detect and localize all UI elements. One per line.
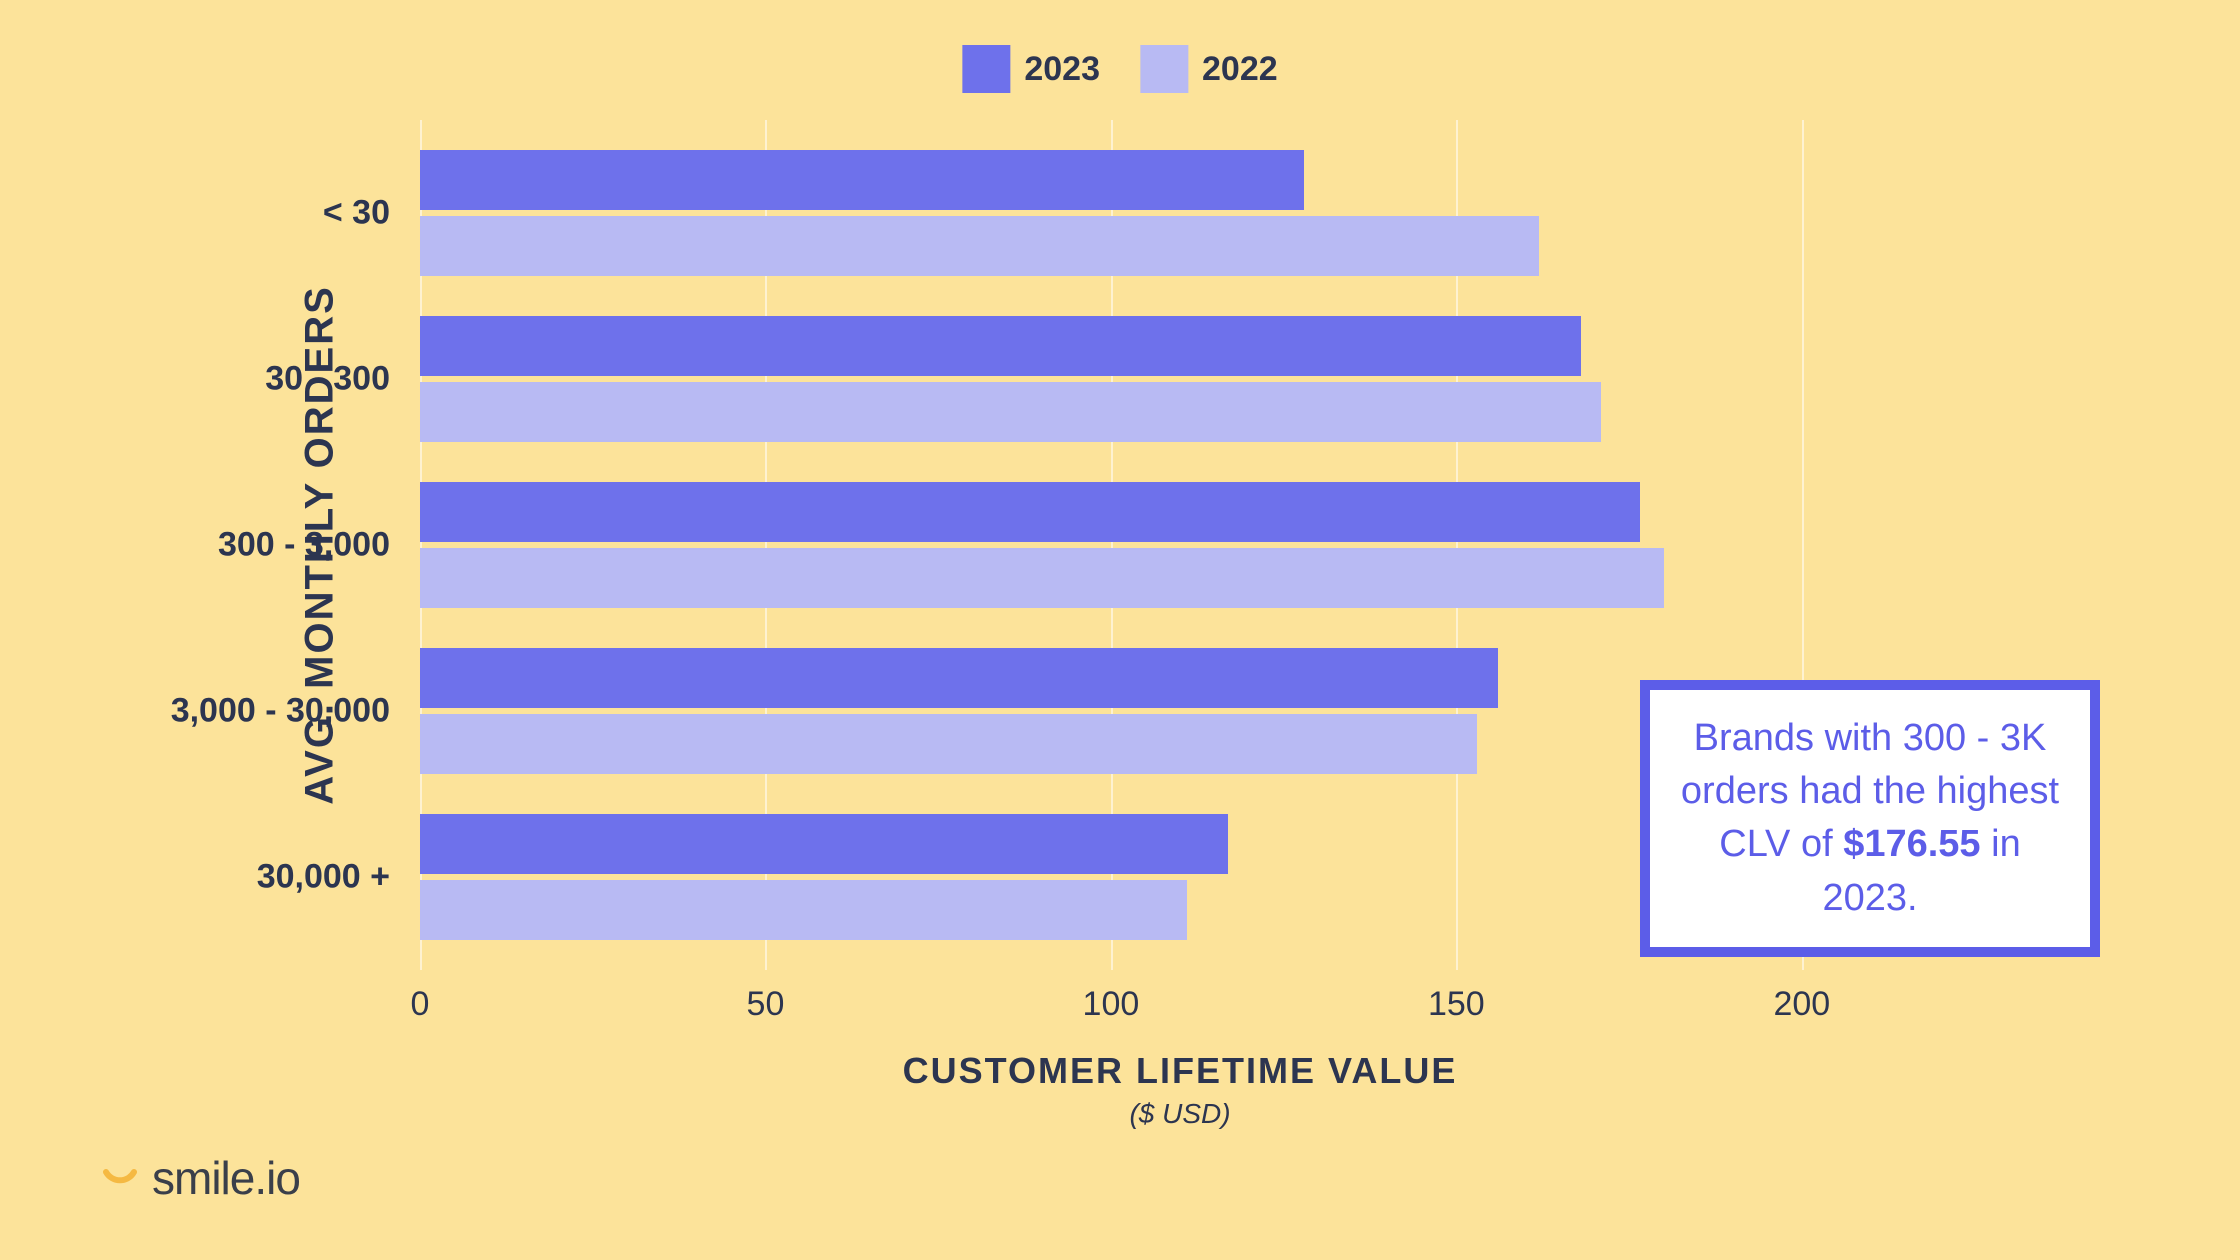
bar: [420, 648, 1498, 708]
x-axis-label-group: Customer Lifetime Value ($ USD): [420, 1050, 1940, 1130]
y-axis-categories: < 30 30 - 300 300 - 3,000 3,000 - 30,000 30,…: [0, 120, 410, 970]
smile-icon: [100, 1158, 140, 1198]
legend: 2023 2022: [962, 45, 1277, 93]
legend-swatch: [962, 45, 1010, 93]
x-axis-ticks: 050100150200: [420, 985, 1940, 1035]
callout-box: Brands with 300 - 3K orders had the high…: [1640, 680, 2100, 957]
x-tick-label: 0: [411, 985, 430, 1024]
legend-label: 2022: [1202, 50, 1278, 89]
y-category-label: 30 - 300: [265, 360, 390, 399]
legend-item: 2022: [1140, 45, 1278, 93]
bar: [420, 150, 1304, 210]
bar: [420, 714, 1477, 774]
callout-highlight: $176.55: [1843, 823, 1980, 865]
x-tick-label: 150: [1428, 985, 1485, 1024]
brand-logo: smile.io: [100, 1151, 300, 1205]
bar: [420, 382, 1601, 442]
legend-item: 2023: [962, 45, 1100, 93]
x-axis-label: Customer Lifetime Value: [420, 1050, 1940, 1092]
y-category-label: 300 - 3,000: [218, 526, 390, 565]
bar: [420, 814, 1228, 874]
legend-swatch: [1140, 45, 1188, 93]
y-category-label: 30,000 +: [257, 858, 390, 897]
logo-text: smile.io: [152, 1151, 300, 1205]
x-tick-label: 100: [1083, 985, 1140, 1024]
x-tick-label: 200: [1773, 985, 1830, 1024]
x-axis-sublabel: ($ USD): [420, 1098, 1940, 1130]
x-tick-label: 50: [747, 985, 785, 1024]
bar: [420, 482, 1640, 542]
bar: [420, 880, 1187, 940]
chart-canvas: 20232022 Avg. Monthly Orders < 3030 - 30…: [0, 0, 2240, 1260]
bar: [420, 316, 1581, 376]
bar: [420, 216, 1539, 276]
legend-label: 2023: [1024, 50, 1100, 89]
y-category-label: < 30: [323, 194, 390, 233]
y-category-label: 3,000 - 30,000: [171, 692, 390, 731]
bar: [420, 548, 1664, 608]
